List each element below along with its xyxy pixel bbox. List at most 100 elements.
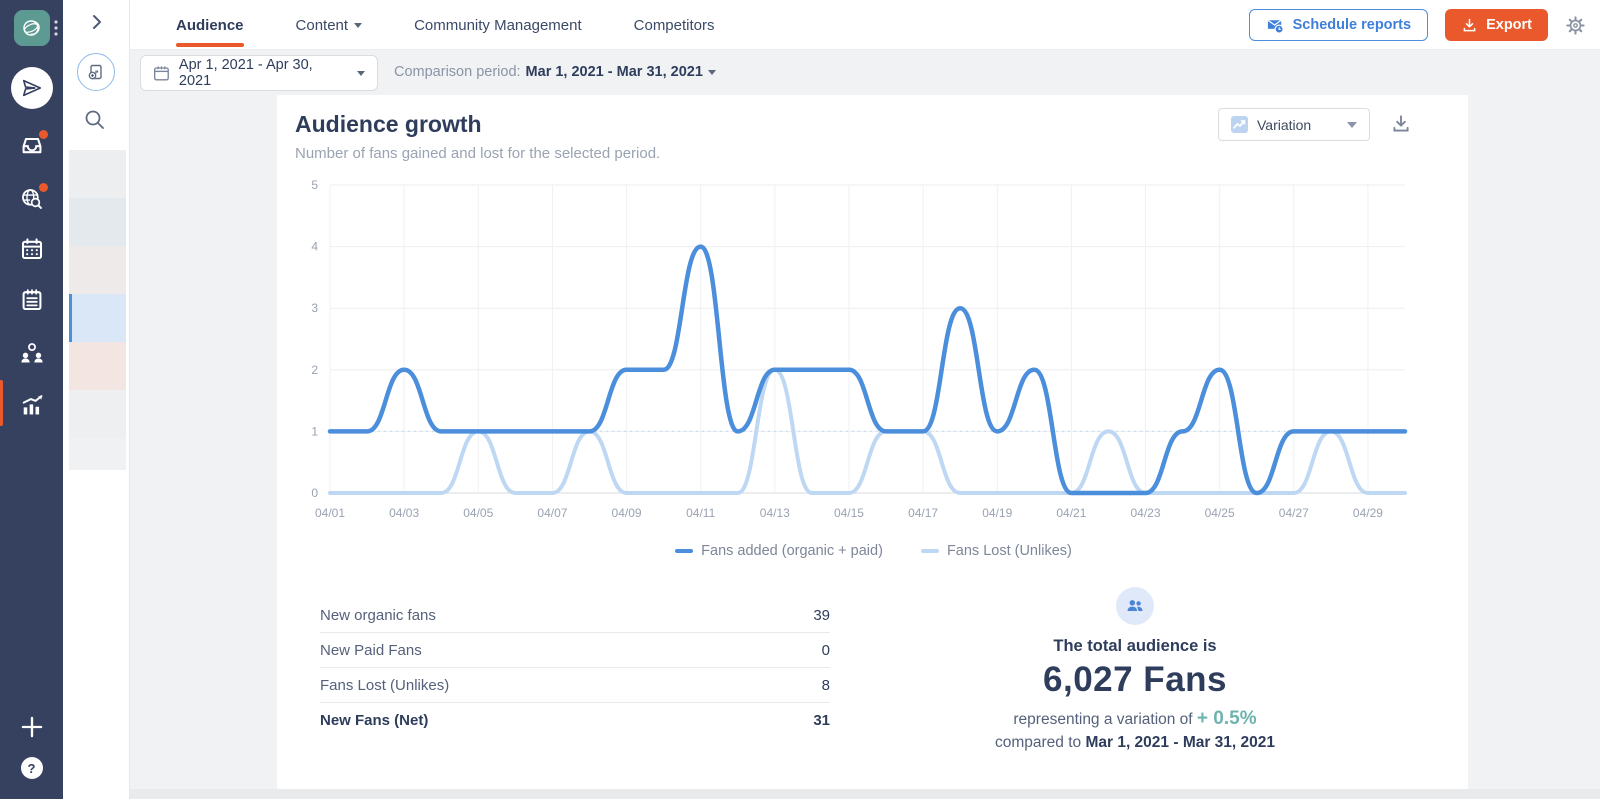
schedule-reports-button[interactable]: Schedule reports (1248, 9, 1429, 41)
svg-text:04/13: 04/13 (760, 506, 790, 520)
svg-text:04/09: 04/09 (612, 506, 642, 520)
svg-text:04/17: 04/17 (908, 506, 938, 520)
search-icon[interactable] (83, 108, 107, 132)
card-title: Audience growth (295, 111, 482, 137)
svg-text:04/27: 04/27 (1279, 506, 1309, 520)
listening-notification-dot (39, 183, 48, 192)
row-label: New Paid Fans (320, 641, 422, 659)
date-range-picker[interactable]: Apr 1, 2021 - Apr 30, 2021 (140, 55, 378, 91)
notepad-icon (22, 289, 41, 311)
variation-label: Variation (1257, 116, 1312, 133)
audience-nav-item[interactable] (0, 340, 63, 366)
row-value: 0 (821, 641, 830, 659)
svg-text:2: 2 (311, 363, 318, 377)
globe-search-icon (22, 189, 42, 209)
notes-nav-item[interactable] (0, 288, 63, 312)
chevron-down-icon (357, 70, 365, 76)
download-icon (1463, 18, 1476, 31)
table-row: New organic fans 39 (320, 598, 830, 633)
svg-text:0: 0 (311, 486, 318, 500)
people-icon (1127, 600, 1143, 611)
total-audience-value: 6,027 Fans (1043, 660, 1227, 699)
row-value: 8 (821, 676, 830, 694)
row-label: New organic fans (320, 606, 436, 624)
bar-chart-icon (22, 395, 42, 415)
people-icon (20, 343, 43, 363)
report-thumbnail[interactable] (69, 390, 126, 438)
help-button[interactable]: ? (0, 757, 63, 779)
svg-text:04/25: 04/25 (1205, 506, 1235, 520)
tab-label: Community Management (414, 16, 582, 34)
variation-dropdown[interactable]: Variation (1218, 108, 1370, 141)
reports-nav-item[interactable] (0, 380, 63, 426)
tab-community-management[interactable]: Community Management (414, 0, 582, 50)
row-value: 39 (813, 606, 830, 624)
tab-label: Competitors (633, 16, 715, 34)
publish-nav-item[interactable] (0, 67, 63, 109)
legend-label: Fans Lost (Unlikes) (946, 543, 1072, 559)
expand-panel-chevron-icon[interactable] (85, 10, 109, 34)
comparison-label: Comparison period: (394, 64, 521, 80)
filter-bar: Apr 1, 2021 - Apr 30, 2021 Comparison pe… (130, 50, 1600, 95)
legend-swatch-lost (920, 549, 939, 553)
schedule-reports-label: Schedule reports (1292, 17, 1412, 33)
table-row: New Paid Fans 0 (320, 633, 830, 668)
card-subtitle: Number of fans gained and lost for the s… (295, 145, 661, 162)
legend-fans-added[interactable]: Fans added (organic + paid) (675, 543, 883, 559)
inbox-icon (22, 137, 41, 154)
tab-audience[interactable]: Audience (176, 0, 244, 50)
export-label: Export (1486, 17, 1532, 33)
svg-text:4: 4 (311, 240, 318, 254)
tab-competitors[interactable]: Competitors (634, 0, 715, 50)
inbox-nav-item[interactable] (0, 130, 63, 157)
export-button[interactable]: Export (1445, 9, 1548, 41)
report-thumbnail[interactable] (69, 198, 126, 246)
inbox-notification-dot (38, 130, 48, 139)
tab-label: Content (295, 16, 349, 34)
audience-growth-line-chart[interactable]: 0 1 2 3 4 5 04/01 04/03 04/05 04/07 04/09 04/11 04/1… (297, 175, 1417, 535)
report-thumbnail[interactable] (69, 438, 126, 470)
report-thumbnail[interactable] (69, 342, 126, 390)
calendar-icon (154, 65, 169, 81)
tab-content[interactable]: Content (296, 0, 363, 50)
listening-nav-item[interactable] (0, 183, 63, 211)
legend-label: Fans added (organic + paid) (701, 543, 883, 559)
active-indicator (0, 380, 3, 426)
schedule-envelope-icon (1267, 19, 1284, 34)
settings-gear-icon[interactable] (1565, 15, 1586, 36)
svg-text:04/29: 04/29 (1353, 506, 1383, 520)
logo-doodle-icon (23, 20, 40, 36)
chart-legend: Fans added (organic + paid) Fans Lost (U… (330, 543, 1417, 559)
calendar-icon (21, 238, 42, 260)
svg-text:04/01: 04/01 (315, 506, 345, 520)
calendar-nav-item[interactable] (0, 237, 63, 261)
variation-prefix: representing a variation of (1013, 711, 1193, 728)
report-thumbnail[interactable] (69, 150, 126, 198)
legend-fans-lost[interactable]: Fans Lost (Unlikes) (920, 543, 1072, 559)
svg-text:04/23: 04/23 (1131, 506, 1161, 520)
row-value: 31 (813, 712, 830, 729)
svg-text:04/05: 04/05 (463, 506, 493, 520)
svg-text:04/15: 04/15 (834, 506, 864, 520)
table-row-total: New Fans (Net) 31 (320, 703, 830, 738)
kebab-menu-icon[interactable] (52, 19, 60, 39)
account-avatar[interactable] (14, 10, 50, 46)
report-tabs: Audience Content Community Management Co… (176, 0, 715, 50)
date-range-value: Apr 1, 2021 - Apr 30, 2021 (178, 57, 313, 89)
bottom-scroll-strip[interactable] (130, 789, 1600, 799)
comparison-period-selector[interactable]: Comparison period: Mar 1, 2021 - Mar 31,… (394, 64, 716, 80)
reports-list-panel (63, 0, 130, 799)
svg-text:04/19: 04/19 (982, 506, 1012, 520)
report-thumbnail-selected[interactable] (69, 294, 126, 342)
audience-growth-card: Audience growth Number of fans gained an… (277, 95, 1468, 799)
download-chart-icon[interactable] (1390, 113, 1412, 135)
tab-label: Audience (176, 16, 244, 34)
variation-chart-icon (1231, 116, 1248, 133)
svg-text:04/21: 04/21 (1056, 506, 1086, 520)
variation-percent: + 0.5% (1196, 708, 1257, 729)
growth-summary-table: New organic fans 39 New Paid Fans 0 Fans… (320, 598, 830, 738)
report-thumbnail[interactable] (69, 246, 126, 294)
add-report-button[interactable] (77, 53, 115, 91)
add-profile-button[interactable] (0, 714, 63, 740)
svg-text:04/03: 04/03 (389, 506, 419, 520)
